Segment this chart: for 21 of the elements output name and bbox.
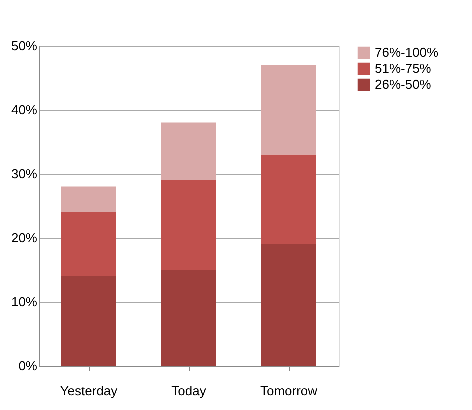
bar xyxy=(62,276,116,366)
bar xyxy=(62,212,116,276)
bar xyxy=(162,180,216,270)
bar xyxy=(262,244,316,366)
legend-label: 26%-50% xyxy=(375,77,432,92)
x-tick-label: Today xyxy=(172,384,207,398)
legend-label: 76%-100% xyxy=(375,45,440,60)
legend-label: 51%-75% xyxy=(375,61,432,76)
bar xyxy=(162,122,216,180)
x-tick-label: Tomorrow xyxy=(260,384,318,398)
bar xyxy=(162,270,216,366)
bar xyxy=(262,154,316,244)
y-tick-label: 40% xyxy=(11,102,38,118)
y-tick-label: 20% xyxy=(11,230,38,246)
x-tick-label: Yesterday xyxy=(60,384,118,398)
bar xyxy=(262,65,316,155)
y-tick-label: 0% xyxy=(18,358,38,374)
y-tick-label: 10% xyxy=(11,294,38,310)
bar xyxy=(62,186,116,212)
y-tick-label: 50% xyxy=(11,38,38,54)
y-tick-label: 30% xyxy=(11,166,38,182)
